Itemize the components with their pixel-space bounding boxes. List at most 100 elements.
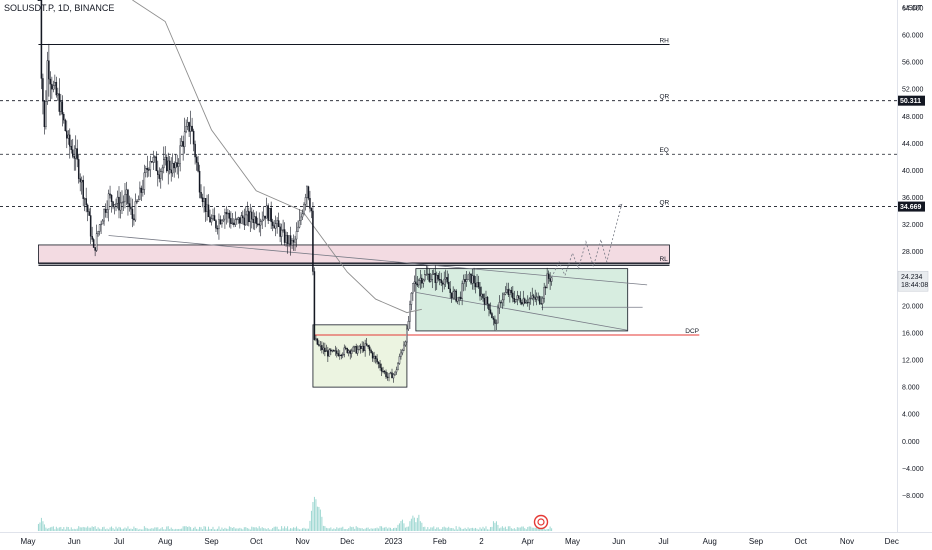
volume-bar xyxy=(185,526,187,531)
volume-bar xyxy=(78,526,80,531)
volume-bar xyxy=(267,528,269,531)
candle-body xyxy=(518,295,520,299)
candle-body xyxy=(416,283,419,286)
bar-countdown-text: 18:44:08 xyxy=(901,282,928,289)
candle-body xyxy=(277,220,280,228)
volume-bar xyxy=(339,527,341,531)
candle-body xyxy=(74,148,77,159)
volume-bar xyxy=(372,528,374,531)
candle-body xyxy=(268,208,271,221)
time-tick-label: Sep xyxy=(749,537,764,546)
candle-body xyxy=(255,216,257,225)
volume-bar xyxy=(58,527,60,531)
volume-bar xyxy=(549,526,551,531)
volume-bar xyxy=(537,527,539,531)
tradingview-logo-icon[interactable] xyxy=(533,514,549,530)
candle-body xyxy=(155,156,158,171)
candle-body xyxy=(145,168,147,173)
volume-bar xyxy=(297,528,299,531)
volume-bar xyxy=(213,529,215,531)
volume-bar xyxy=(336,527,338,531)
volume-bar xyxy=(228,526,230,531)
volume-bar xyxy=(425,529,427,531)
candle-body xyxy=(358,345,360,350)
volume-bar xyxy=(296,526,298,531)
volume-bar xyxy=(111,526,113,531)
level-label-QR-upper: QR xyxy=(659,94,669,101)
candle-body xyxy=(318,344,320,346)
volume-bar xyxy=(483,528,485,531)
candle-body xyxy=(249,211,252,223)
volume-bar xyxy=(306,528,308,531)
candle-body xyxy=(60,101,62,112)
volume-bar xyxy=(516,527,518,531)
volume-bar xyxy=(249,529,251,531)
candle-body xyxy=(488,303,490,310)
candle-body xyxy=(70,145,73,150)
price-tick-label: −4.000 xyxy=(902,466,924,473)
time-tick-label: Dec xyxy=(885,537,899,546)
candle-body xyxy=(309,198,311,209)
candle-body xyxy=(40,0,43,79)
volume-bar xyxy=(170,527,172,531)
volume-bar xyxy=(476,528,478,531)
volume-bar xyxy=(245,527,247,531)
candle-body xyxy=(352,346,354,352)
candle-body xyxy=(436,274,438,283)
volume-bar xyxy=(85,527,87,531)
volume-bar xyxy=(392,528,394,531)
candle-body xyxy=(516,295,519,300)
resistance-zone[interactable] xyxy=(38,244,670,264)
volume-bar xyxy=(149,528,151,531)
volume-bar xyxy=(176,529,178,531)
volume-bar xyxy=(416,517,418,531)
candle-body xyxy=(343,347,346,355)
candle-body xyxy=(456,297,459,302)
candle-body xyxy=(389,372,392,374)
candle-body xyxy=(115,203,117,205)
candle-body xyxy=(365,343,368,346)
projection-path[interactable] xyxy=(551,204,623,278)
volume-bar xyxy=(355,526,357,531)
volume-bar xyxy=(196,528,198,531)
volume-bar xyxy=(221,527,223,531)
candle-body xyxy=(179,145,181,164)
volume-bar xyxy=(269,529,271,531)
volume-bar xyxy=(45,527,47,531)
volume-bar xyxy=(173,529,175,531)
volume-bar xyxy=(395,527,397,531)
candle-body xyxy=(48,60,50,80)
volume-bar xyxy=(216,528,218,531)
volume-bar xyxy=(327,528,329,531)
trendline-lower-channel[interactable] xyxy=(415,291,628,331)
candle-body xyxy=(259,221,262,226)
volume-bar xyxy=(234,528,236,531)
trendline-upper-trend[interactable] xyxy=(108,235,648,286)
time-tick-label: Nov xyxy=(840,537,854,546)
candle-body xyxy=(109,193,111,196)
price-tick-label: 8.000 xyxy=(902,385,920,392)
volume-bar xyxy=(313,496,315,531)
candle-body xyxy=(500,302,502,304)
volume-bar xyxy=(321,516,323,531)
candle-body xyxy=(225,212,228,215)
level-price-tag-text: 34.669 xyxy=(900,204,922,211)
candle-body xyxy=(422,279,425,284)
volume-bar xyxy=(227,528,229,531)
candle-body xyxy=(298,220,301,228)
candle-body xyxy=(489,309,492,314)
candle-body xyxy=(534,297,536,300)
time-axis[interactable]: May Jun Jul Aug Sep Oct Nov Dec 2023 Feb 2 Apr May Ju… xyxy=(20,537,898,546)
candle-body xyxy=(210,218,213,223)
candle-body xyxy=(474,282,477,288)
volume-bar xyxy=(46,528,48,531)
time-tick-label: Jul xyxy=(658,537,668,546)
volume-bar xyxy=(242,529,244,531)
candle-body xyxy=(522,298,525,305)
symbol-header[interactable]: SOLUSDT.P, 1D, BINANCE xyxy=(4,3,115,13)
candle-body xyxy=(532,295,535,298)
candle-body xyxy=(409,304,411,322)
volume-bar xyxy=(160,528,162,531)
